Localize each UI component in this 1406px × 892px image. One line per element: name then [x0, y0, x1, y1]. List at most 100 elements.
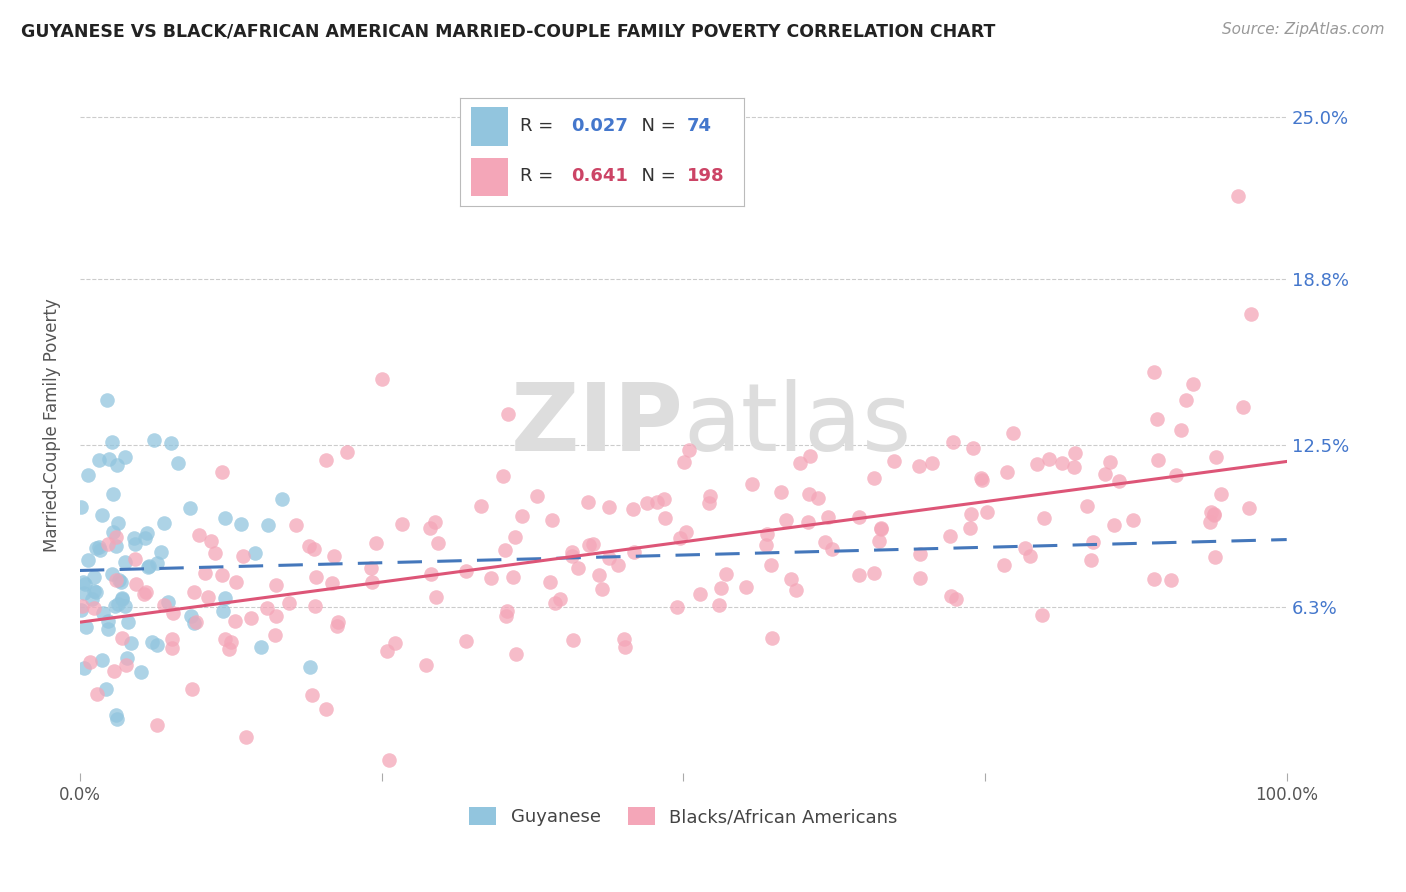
Point: [91, 508, 114, 523]
Point: [496, 408, 519, 422]
Point: [336, 445, 359, 459]
Point: [150, 545, 173, 559]
Point: [1080, 553, 1102, 567]
Point: [77, 553, 100, 567]
Point: [939, 529, 962, 543]
Point: [180, 608, 202, 623]
Point: [561, 633, 583, 648]
Point: [1205, 450, 1227, 464]
Point: [1146, 412, 1168, 426]
Point: [231, 516, 253, 531]
Point: [1227, 188, 1250, 202]
Point: [868, 534, 890, 549]
Point: [785, 583, 807, 598]
Point: [960, 507, 983, 521]
Point: [75, 620, 97, 634]
Point: [479, 571, 502, 585]
Point: [654, 511, 676, 525]
Point: [699, 496, 721, 510]
Point: [391, 516, 413, 531]
Point: [945, 591, 967, 606]
Point: [502, 570, 524, 584]
Point: [204, 546, 226, 560]
Point: [384, 636, 406, 650]
Point: [77, 468, 100, 483]
Point: [239, 611, 262, 625]
Point: [326, 615, 349, 629]
Point: [959, 520, 981, 534]
Point: [606, 558, 628, 572]
Point: [613, 632, 636, 647]
Point: [789, 457, 811, 471]
Point: [598, 500, 620, 514]
Point: [1146, 453, 1168, 467]
Point: [179, 500, 201, 515]
Point: [817, 510, 839, 524]
Point: [108, 574, 131, 588]
Point: [80, 591, 103, 606]
Point: [636, 496, 658, 510]
Point: [94, 681, 117, 696]
Point: [183, 616, 205, 631]
Point: [848, 568, 870, 582]
Point: [560, 549, 582, 564]
Point: [1202, 507, 1225, 521]
Point: [111, 592, 134, 607]
Point: [304, 542, 326, 557]
Point: [470, 500, 492, 514]
Point: [79, 656, 101, 670]
Point: [672, 455, 695, 469]
Point: [807, 491, 830, 505]
Point: [941, 434, 963, 449]
Point: [105, 707, 128, 722]
Point: [710, 581, 733, 595]
Point: [91, 653, 114, 667]
Point: [143, 433, 166, 447]
Point: [1232, 401, 1254, 415]
Point: [104, 599, 127, 613]
Point: [304, 599, 326, 613]
Point: [796, 515, 818, 529]
Point: [135, 526, 157, 541]
Point: [814, 534, 837, 549]
Point: [567, 560, 589, 574]
Point: [157, 595, 180, 609]
Point: [73, 661, 96, 675]
Point: [264, 578, 287, 592]
Point: [714, 567, 737, 582]
Point: [494, 543, 516, 558]
Point: [89, 543, 111, 558]
Point: [84, 541, 107, 555]
Point: [492, 468, 515, 483]
Point: [285, 518, 308, 533]
Point: [1063, 459, 1085, 474]
Text: GUYANESE VS BLACK/AFRICAN AMERICAN MARRIED-COUPLE FAMILY POVERTY CORRELATION CHA: GUYANESE VS BLACK/AFRICAN AMERICAN MARRI…: [21, 22, 995, 40]
Point: [962, 441, 984, 455]
Point: [1209, 487, 1232, 501]
Point: [908, 571, 931, 585]
Point: [456, 564, 478, 578]
Point: [1204, 508, 1226, 522]
Point: [970, 471, 993, 485]
Point: [326, 619, 349, 633]
Point: [224, 614, 246, 628]
Text: Source: ZipAtlas.com: Source: ZipAtlas.com: [1222, 22, 1385, 37]
Point: [415, 658, 437, 673]
Point: [495, 609, 517, 624]
Point: [105, 458, 128, 472]
Point: [264, 627, 287, 641]
Point: [419, 521, 441, 535]
Point: [561, 544, 583, 558]
Point: [235, 730, 257, 744]
Point: [146, 717, 169, 731]
Text: atlas: atlas: [683, 379, 911, 471]
Point: [735, 580, 758, 594]
Point: [96, 393, 118, 408]
Point: [129, 665, 152, 679]
Point: [91, 606, 114, 620]
Point: [360, 561, 382, 575]
Point: [1050, 456, 1073, 470]
Point: [770, 485, 793, 500]
Point: [1031, 607, 1053, 622]
Point: [153, 598, 176, 612]
